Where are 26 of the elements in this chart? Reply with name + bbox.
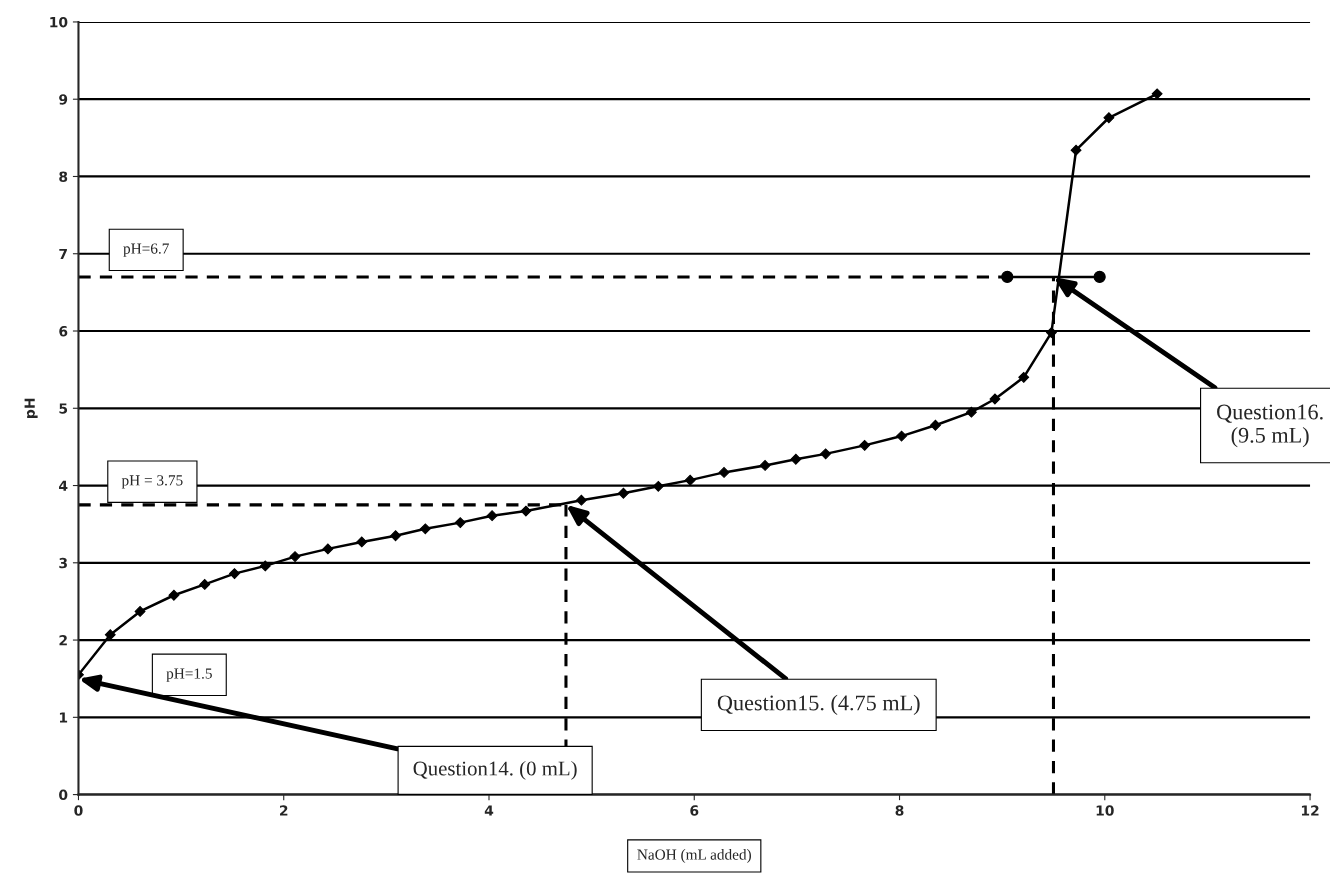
- y-tick-label: 1: [59, 712, 68, 723]
- annotation: Question15. (4.75 mL): [717, 694, 920, 715]
- x-tick-label: 12: [1301, 805, 1319, 816]
- y-tick-label: 3: [59, 557, 67, 569]
- y-tick-label: 9: [59, 94, 68, 105]
- y-tick-label: 0: [59, 789, 68, 801]
- x-tick-label: 8: [895, 805, 904, 816]
- y-tick-label: 5: [59, 403, 68, 414]
- annotation: pH = 3.75: [121, 475, 183, 489]
- x-axis-title: NaOH (mL added): [637, 849, 751, 863]
- y-tick-label: 4: [59, 480, 68, 491]
- annotation: pH=1.5: [166, 668, 212, 682]
- annotation: Question14. (0 mL): [413, 760, 577, 780]
- annotation: Question16. (9.5 mL): [1217, 404, 1323, 448]
- x-tick-label: 2: [280, 805, 288, 816]
- y-tick-label: 7: [59, 248, 67, 260]
- y-tick-label: 6: [59, 325, 68, 337]
- y-tick-label: 8: [59, 171, 68, 182]
- x-tick-label: 6: [690, 805, 699, 816]
- x-tick-label: 4: [484, 805, 494, 816]
- x-tick-label: 10: [1096, 805, 1114, 816]
- y-tick-label: 2: [59, 635, 67, 646]
- y-axis-title: pH: [24, 398, 38, 418]
- x-tick-label: 0: [74, 805, 83, 816]
- annotation: pH=6.7: [123, 243, 169, 257]
- y-tick-label: 10: [50, 16, 68, 28]
